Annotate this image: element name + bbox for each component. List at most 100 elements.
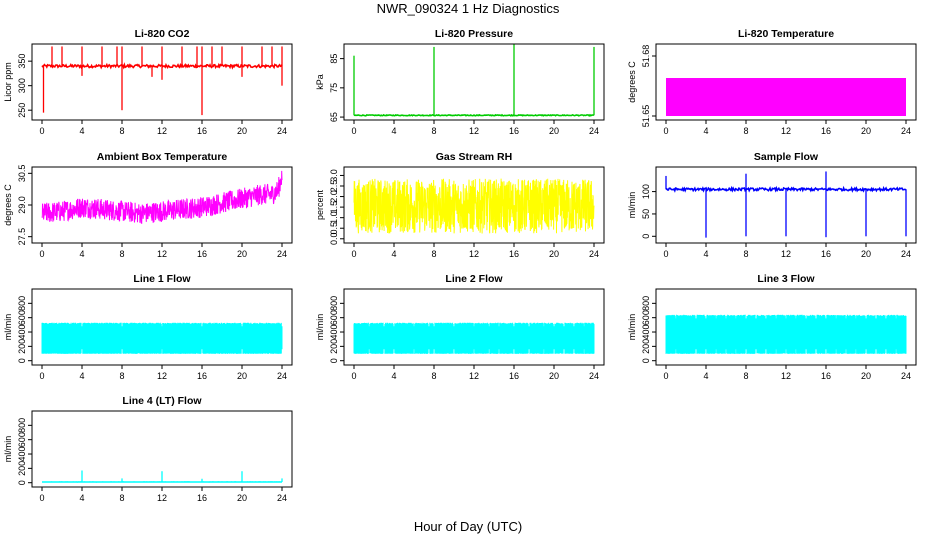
y-tick-label: 600 xyxy=(17,432,27,447)
series xyxy=(41,170,283,224)
y-tick-label: 0.5 xyxy=(329,222,339,235)
x-tick-label: 8 xyxy=(119,249,124,259)
y-axis-label: degrees C xyxy=(627,61,637,103)
x-tick-label: 16 xyxy=(821,249,831,259)
y-tick-label: 85 xyxy=(329,54,339,64)
x-tick-label: 0 xyxy=(663,371,668,381)
series xyxy=(41,322,283,354)
x-tick-label: 4 xyxy=(79,371,84,381)
panel-title: Line 2 Flow xyxy=(445,273,503,285)
y-axis-label: ml/min xyxy=(315,314,325,341)
x-tick-label: 24 xyxy=(901,249,911,259)
chart-panel: Li-820 CO2 Licor ppm 0 4 8 12 16 20 24 250 300 350 xyxy=(3,28,293,136)
y-tick-label: 100 xyxy=(641,184,651,199)
x-tick-label: 16 xyxy=(197,493,207,503)
y-tick-label: 1.5 xyxy=(329,201,339,214)
y-tick-label: 800 xyxy=(17,418,27,433)
x-tick-label: 8 xyxy=(431,249,436,259)
y-tick-label: 400 xyxy=(17,447,27,462)
y-axis-label: ml/min xyxy=(3,436,13,463)
x-tick-label: 4 xyxy=(703,371,708,381)
x-tick-label: 0 xyxy=(39,493,44,503)
x-tick-label: 16 xyxy=(509,126,519,136)
temperature-band xyxy=(666,78,906,116)
x-tick-label: 8 xyxy=(431,371,436,381)
y-tick-label: 3.0 xyxy=(329,169,339,182)
chart-panel: Line 2 Flow ml/min 0 4 8 12 16 20 24 0 20040060080… xyxy=(315,273,605,381)
x-tick-label: 8 xyxy=(743,126,748,136)
y-tick-label: 200 xyxy=(329,339,339,354)
y-axis-label: Licor ppm xyxy=(3,62,13,102)
figure-title: NWR_090324 1 Hz Diagnostics xyxy=(377,1,560,16)
x-tick-label: 16 xyxy=(509,249,519,259)
y-tick-label: 600 xyxy=(329,310,339,325)
y-tick-label: 400 xyxy=(641,325,651,340)
x-tick-label: 4 xyxy=(391,126,396,136)
x-tick-label: 12 xyxy=(157,249,167,259)
x-tick-label: 0 xyxy=(351,371,356,381)
y-tick-label: 0 xyxy=(329,358,339,363)
x-tick-label: 0 xyxy=(39,371,44,381)
series xyxy=(353,322,595,354)
x-tick-label: 8 xyxy=(119,371,124,381)
x-tick-label: 8 xyxy=(119,493,124,503)
y-tick-label: 0 xyxy=(641,234,651,239)
y-tick-label: 400 xyxy=(329,325,339,340)
y-tick-label: 0.0 xyxy=(329,233,339,246)
panel-title: Line 4 (LT) Flow xyxy=(122,395,202,407)
x-tick-label: 4 xyxy=(79,126,84,136)
y-tick-label: 350 xyxy=(17,54,27,69)
y-axis-label: ml/min xyxy=(627,192,637,219)
x-tick-label: 16 xyxy=(509,371,519,381)
chart-panel: Line 1 Flow ml/min 0 4 8 12 16 20 24 0 20040060080… xyxy=(3,273,293,381)
x-tick-label: 20 xyxy=(549,249,559,259)
y-tick-label: 0 xyxy=(641,358,651,363)
panel-title: Line 3 Flow xyxy=(757,273,815,285)
flow-band xyxy=(665,314,907,354)
y-tick-label: 250 xyxy=(17,103,27,118)
chart-panel: Ambient Box Temperature degrees C 0 4 8 12 16 2… xyxy=(3,151,293,259)
panel-title: Gas Stream RH xyxy=(436,151,512,163)
x-tick-label: 8 xyxy=(743,249,748,259)
y-tick-label: 75 xyxy=(329,83,339,93)
x-tick-label: 8 xyxy=(743,371,748,381)
y-tick-label: 1.0 xyxy=(329,211,339,224)
y-tick-label: 800 xyxy=(329,296,339,311)
x-tick-label: 0 xyxy=(351,249,356,259)
y-tick-label: 0 xyxy=(17,358,27,363)
x-tick-label: 4 xyxy=(703,126,708,136)
series xyxy=(665,314,907,354)
x-tick-label: 0 xyxy=(39,126,44,136)
series xyxy=(353,44,595,117)
series xyxy=(353,178,595,234)
y-tick-label: 800 xyxy=(17,296,27,311)
x-tick-label: 12 xyxy=(781,249,791,259)
series xyxy=(665,171,907,238)
x-tick-label: 24 xyxy=(277,493,287,503)
x-tick-label: 4 xyxy=(391,249,396,259)
y-tick-label: 27.5 xyxy=(17,228,27,246)
x-tick-label: 16 xyxy=(197,371,207,381)
y-axis-label: ml/min xyxy=(627,314,637,341)
panel-title: Ambient Box Temperature xyxy=(97,151,228,163)
panel-title: Sample Flow xyxy=(754,151,819,163)
x-tick-label: 20 xyxy=(861,249,871,259)
x-tick-label: 20 xyxy=(861,126,871,136)
x-tick-label: 16 xyxy=(821,371,831,381)
x-tick-label: 8 xyxy=(431,126,436,136)
plot-frame xyxy=(343,43,605,121)
y-axis-label: ml/min xyxy=(3,314,13,341)
x-tick-label: 4 xyxy=(703,249,708,259)
chart-panel: Li-820 Temperature degrees C 0 4 8 12 16 20 24 51… xyxy=(627,28,917,136)
y-tick-label: 29.0 xyxy=(17,196,27,214)
series xyxy=(42,470,283,483)
y-tick-label: 50 xyxy=(641,209,651,219)
series-line xyxy=(353,178,595,234)
x-tick-label: 12 xyxy=(157,493,167,503)
series-line xyxy=(41,170,283,224)
y-tick-label: 51.65 xyxy=(641,105,651,128)
x-tick-label: 4 xyxy=(79,493,84,503)
x-tick-label: 24 xyxy=(589,371,599,381)
